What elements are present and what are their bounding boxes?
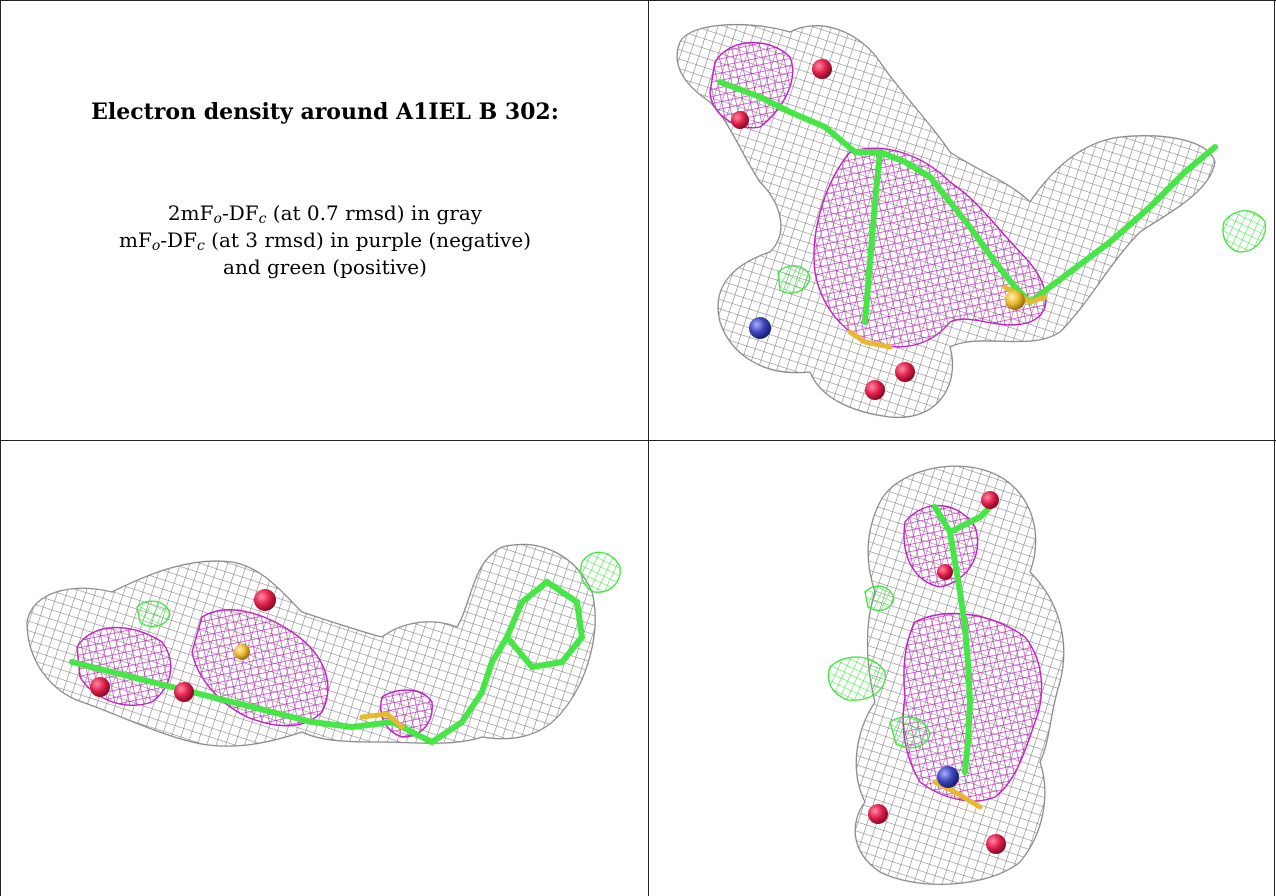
oxygen-atom xyxy=(986,834,1006,854)
caption-line-green: and green (positive) xyxy=(223,255,427,279)
caption-panel: Electron density around A1IEL B 302: 2mF… xyxy=(2,2,648,438)
oxygen-atom xyxy=(937,564,953,580)
oxygen-atom xyxy=(865,380,885,400)
oxygen-atom xyxy=(895,362,915,382)
ligand-sticks xyxy=(69,578,586,746)
density-view-bottom-left xyxy=(2,442,647,895)
table-divider-vertical xyxy=(648,0,649,896)
caption-line-purple: mFo-DFc (at 3 rmsd) in purple (negative) xyxy=(119,228,531,254)
oxygen-atom xyxy=(868,804,888,824)
nitrogen-atom xyxy=(749,317,771,339)
oxygen-atom xyxy=(174,682,194,702)
nitrogen-atom xyxy=(937,766,959,788)
oxygen-atom xyxy=(731,111,749,129)
gray-density-mesh xyxy=(26,543,596,747)
table-border-right xyxy=(1274,0,1275,896)
table-border-left xyxy=(0,0,1,896)
oxygen-atom xyxy=(981,491,999,509)
caption-title: Electron density around A1IEL B 302: xyxy=(91,99,559,125)
sulfur-sticks xyxy=(359,711,405,730)
density-view-bottom-right xyxy=(650,442,1274,895)
density-view-top-right xyxy=(650,2,1274,439)
caption-description: 2mFo-DFc (at 0.7 rmsd) in gray mFo-DFc (… xyxy=(2,200,648,281)
density-render xyxy=(26,543,621,747)
table-divider-horizontal xyxy=(0,440,1276,441)
green-density-mesh xyxy=(777,210,1267,294)
purple-density-mesh xyxy=(709,41,1047,348)
density-render xyxy=(827,465,1065,885)
sulfur-atom xyxy=(1005,290,1025,310)
ligand-sticks xyxy=(717,79,1218,325)
density-render xyxy=(676,23,1267,418)
green-density-mesh xyxy=(136,551,621,628)
oxygen-atom xyxy=(812,59,832,79)
oxygen-atom xyxy=(254,589,276,611)
sulfur-atom xyxy=(234,644,250,660)
oxygen-atom xyxy=(90,677,110,697)
green-density-mesh xyxy=(827,585,931,749)
table-border-top xyxy=(0,0,1276,1)
caption-line-gray: 2mFo-DFc (at 0.7 rmsd) in gray xyxy=(167,201,483,227)
